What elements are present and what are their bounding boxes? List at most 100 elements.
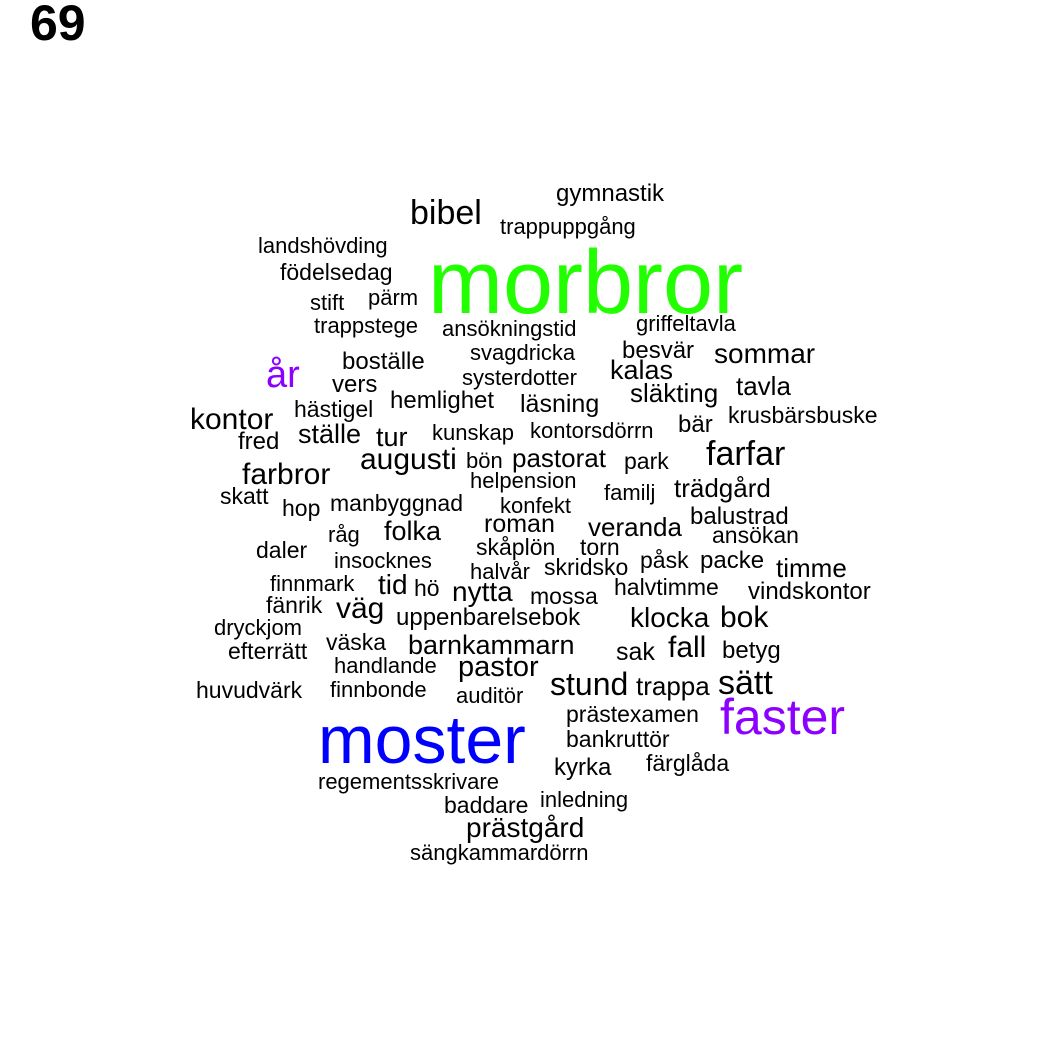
word-ansokningstid: ansökningstid — [442, 316, 577, 341]
word-fodelsedag: födelsedag — [280, 259, 393, 285]
word-vers: vers — [332, 371, 378, 398]
word-ansokan: ansökan — [712, 522, 799, 548]
word-moster: moster — [318, 702, 526, 778]
word-bankruttor: bankruttör — [566, 726, 670, 752]
word-fred: fred — [238, 428, 280, 455]
word-skaplon: skåplön — [476, 534, 556, 560]
word-pastor: pastor — [458, 651, 539, 683]
word-packe: packe — [700, 547, 765, 574]
word-parm: pärm — [368, 285, 419, 310]
word-griffeltavla: griffeltavla — [636, 311, 736, 336]
word-handlande: handlande — [334, 653, 437, 678]
word-inledning: inledning — [540, 787, 629, 812]
word-baddare: baddare — [444, 792, 529, 818]
word-timme: timme — [776, 553, 847, 583]
word-skridsko: skridsko — [544, 554, 629, 580]
word-bostalle: boställe — [342, 348, 425, 375]
word-tradgard: trädgård — [674, 473, 771, 503]
word-hastigel: hästigel — [294, 396, 374, 422]
word-bok: bok — [720, 601, 769, 634]
word-huvudvark: huvudvärk — [196, 677, 303, 703]
word-trappuppgang: trappuppgång — [500, 214, 636, 239]
word-mossa: mossa — [530, 583, 598, 609]
word-bon: bön — [466, 448, 503, 473]
word-skatt: skatt — [220, 483, 269, 509]
word-hemlighet: hemlighet — [390, 387, 495, 414]
word-daler: daler — [256, 537, 308, 563]
word-auditor: auditör — [456, 683, 524, 708]
word-manbyggnad: manbyggnad — [330, 490, 463, 516]
word-lasning: läsning — [520, 390, 600, 418]
word-kontorsdorrn: kontorsdörrn — [530, 418, 654, 443]
word-svagdricka: svagdricka — [470, 340, 576, 365]
word-vindskontor: vindskontor — [748, 578, 871, 605]
word-augusti: augusti — [360, 443, 457, 476]
word-krusbarsbuske: krusbärsbuske — [728, 402, 878, 428]
word-prastexamen: prästexamen — [566, 701, 699, 727]
word-trappa: trappa — [636, 671, 710, 701]
word-konfekt: konfekt — [500, 493, 571, 518]
word-barnkammarn: barnkammarn — [408, 630, 575, 660]
word-faster: faster — [720, 689, 846, 745]
word-stift: stift — [310, 290, 345, 315]
word-sangkammardorrn: sängkammardörrn — [410, 840, 589, 865]
word-fall: fall — [668, 631, 707, 664]
word-tid: tid — [378, 569, 408, 600]
word-slakting: släkting — [630, 378, 719, 408]
word-prastgard: prästgård — [466, 812, 585, 843]
word-uppenbarelsebok: uppenbarelsebok — [396, 604, 581, 631]
word-balustrad: balustrad — [690, 503, 789, 530]
word-dryckjom: dryckjom — [214, 615, 303, 640]
word-torn: torn — [580, 534, 620, 560]
word-nytta: nytta — [452, 576, 513, 607]
word-morbror: morbror — [428, 233, 744, 333]
word-rag: råg — [328, 522, 360, 547]
word-roman: roman — [484, 510, 555, 538]
word-farbror: farbror — [242, 458, 331, 491]
word-farglada: färglåda — [646, 750, 730, 776]
word-tavla: tavla — [736, 371, 791, 401]
word-ar: år — [266, 354, 300, 396]
word-kunskap: kunskap — [432, 420, 514, 445]
word-halvar: halvår — [470, 559, 530, 584]
word-kontor: kontor — [190, 403, 274, 436]
word-klocka: klocka — [630, 602, 710, 633]
word-trappstege: trappstege — [314, 313, 418, 338]
word-sommar: sommar — [714, 338, 816, 369]
word-familj: familj — [604, 480, 656, 505]
word-fanrik: fänrik — [266, 592, 323, 618]
word-finnmark: finnmark — [270, 571, 355, 596]
word-pask: påsk — [640, 547, 689, 573]
word-regementsskrivare: regementsskrivare — [318, 769, 499, 794]
word-landshovding: landshövding — [258, 233, 388, 258]
word-tur: tur — [376, 422, 408, 452]
page-number: 69 — [30, 0, 86, 51]
word-satt: sätt — [718, 664, 773, 702]
word-stund: stund — [550, 666, 629, 702]
word-efterratt: efterrätt — [228, 638, 308, 664]
word-besvar: besvär — [622, 337, 695, 364]
word-insocknes: insocknes — [334, 548, 432, 573]
word-stalle: ställe — [298, 419, 362, 449]
word-betyg: betyg — [722, 637, 781, 664]
word-helpension: helpension — [470, 468, 577, 493]
word-veranda: veranda — [588, 512, 682, 542]
word-systerdotter: systerdotter — [462, 365, 577, 390]
word-hop: hop — [282, 495, 321, 521]
word-gymnastik: gymnastik — [556, 180, 665, 207]
word-vag: väg — [336, 592, 385, 625]
word-kyrka: kyrka — [554, 754, 612, 781]
word-bar: bär — [678, 411, 713, 438]
word-kalas: kalas — [610, 355, 674, 385]
word-farfar: farfar — [706, 435, 786, 473]
word-bibel: bibel — [410, 194, 482, 232]
word-park: park — [624, 448, 669, 474]
word-vaska: väska — [326, 629, 387, 655]
word-ho: hö — [414, 575, 440, 601]
word-sak: sak — [616, 638, 655, 666]
word-finnbonde: finnbonde — [330, 677, 427, 702]
word-pastorat: pastorat — [512, 443, 606, 473]
word-halvtimme: halvtimme — [614, 574, 719, 600]
word-folka: folka — [384, 516, 442, 546]
